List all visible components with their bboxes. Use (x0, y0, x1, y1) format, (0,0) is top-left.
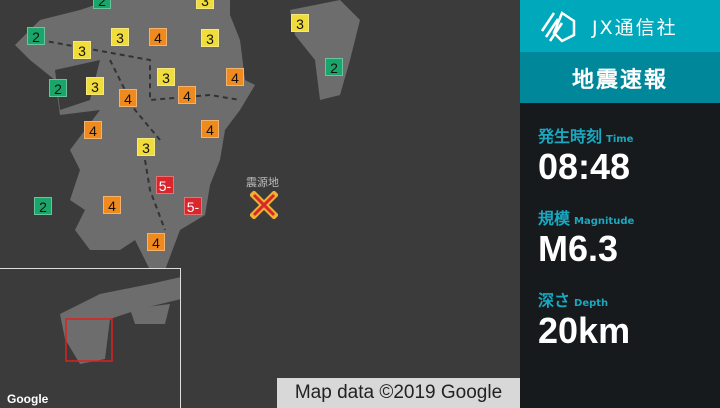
time-section: 発生時刻 Time 08:48 (520, 123, 720, 187)
map[interactable]: 2 3 3 2 3 4 3 3 2 2 3 4 3 4 4 4 4 3 5- 5- 2 4 4 震源地 Google Map… (0, 0, 520, 408)
map-attribution[interactable]: Map data ©2019 Google (277, 378, 520, 408)
google-logo: Google (7, 392, 49, 406)
intensity-badge: 4 (226, 68, 244, 86)
panel-title: 地震速報 (520, 52, 720, 103)
time-label: 発生時刻 (538, 127, 603, 146)
time-value: 08:48 (538, 146, 631, 187)
depth-section: 深さ Depth 20km (520, 287, 720, 351)
intensity-badge: 4 (178, 86, 196, 104)
intensity-badge: 4 (103, 196, 121, 214)
brand-name: JX通信社 (592, 16, 678, 39)
intensity-badge: 3 (86, 77, 104, 95)
intensity-badge: 3 (291, 14, 309, 32)
intensity-badge: 4 (149, 28, 167, 46)
intensity-badge: 5- (156, 176, 174, 194)
depth-sub: Depth (574, 298, 609, 309)
info-panel: JX通信社 地震速報 発生時刻 Time 08:48 規模 Magnitude M6… (520, 0, 720, 408)
intensity-badge: 2 (93, 0, 111, 9)
intensity-badge: 2 (34, 197, 52, 215)
intensity-badge: 4 (84, 121, 102, 139)
magnitude-value: M6.3 (538, 228, 619, 269)
depth-value: 20km (538, 310, 631, 351)
intensity-badge: 2 (325, 58, 343, 76)
intensity-badge: 3 (196, 0, 214, 9)
jx-logo-icon (540, 11, 576, 43)
inset-region-box (65, 318, 113, 362)
epicenter-marker-icon (250, 191, 278, 219)
magnitude-section: 規模 Magnitude M6.3 (520, 205, 720, 269)
intensity-badge: 3 (157, 68, 175, 86)
intensity-badge: 2 (49, 79, 67, 97)
intensity-badge: 2 (27, 27, 45, 45)
intensity-badge: 3 (201, 29, 219, 47)
epicenter-label: 震源地 (246, 176, 279, 189)
depth-label: 深さ (538, 291, 571, 310)
intensity-badge: 3 (111, 28, 129, 46)
intensity-badge: 3 (137, 138, 155, 156)
brand-header: JX通信社 (520, 0, 720, 52)
intensity-badge: 3 (73, 41, 91, 59)
overview-inset-map[interactable]: Google (0, 268, 181, 408)
intensity-badge: 4 (201, 120, 219, 138)
intensity-badge: 4 (147, 233, 165, 251)
time-sub: Time (606, 134, 634, 145)
intensity-badge: 5- (184, 197, 202, 215)
magnitude-sub: Magnitude (574, 216, 635, 227)
magnitude-label: 規模 (538, 209, 571, 228)
intensity-badge: 4 (119, 89, 137, 107)
inset-land (60, 277, 180, 364)
